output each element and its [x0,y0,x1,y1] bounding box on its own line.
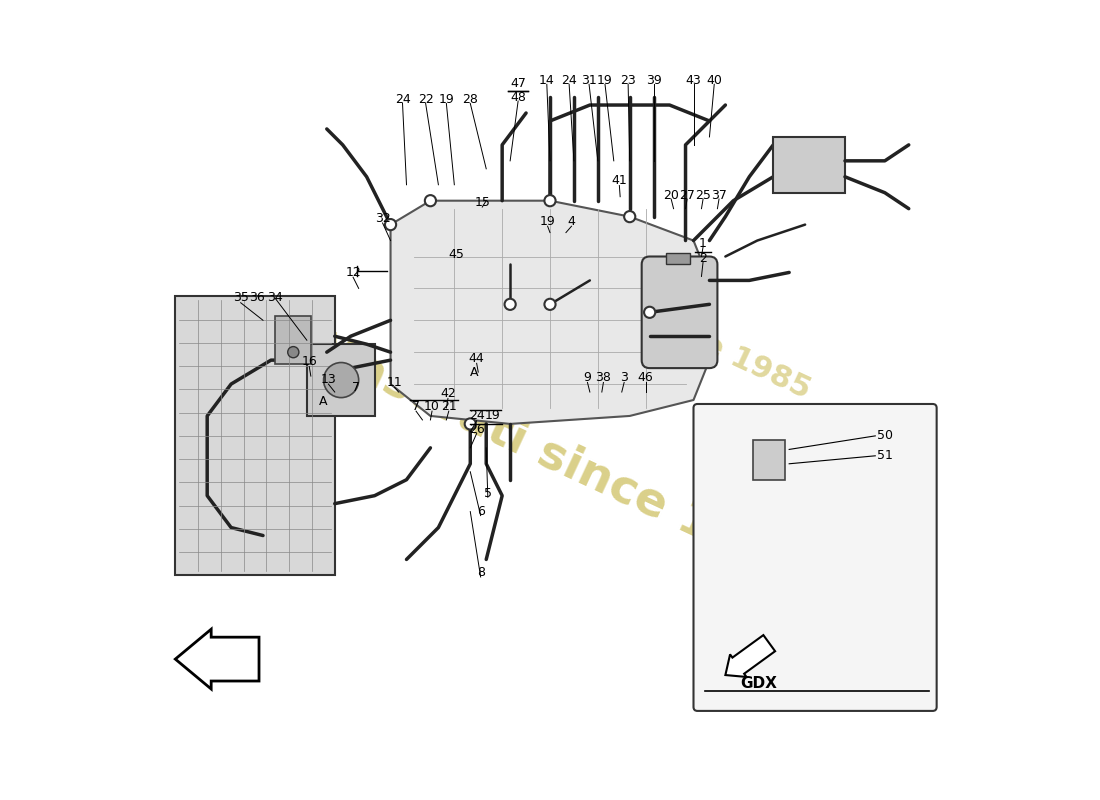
Text: 23: 23 [620,74,636,87]
Circle shape [385,219,396,230]
Text: 7: 7 [352,381,361,394]
Text: 19: 19 [540,215,556,228]
Text: since 1985: since 1985 [636,300,815,404]
Text: 4: 4 [568,215,575,228]
FancyArrow shape [725,635,775,677]
Text: 28: 28 [462,93,478,106]
Polygon shape [390,201,710,424]
Text: 6: 6 [476,505,485,518]
Circle shape [544,195,556,206]
Text: 1: 1 [700,238,707,250]
Text: 2: 2 [700,251,707,265]
Text: 44: 44 [469,352,484,365]
Circle shape [323,362,359,398]
Bar [666,253,690,265]
Text: 37: 37 [711,189,727,202]
Text: 19: 19 [439,93,454,106]
Text: 9: 9 [583,371,592,384]
Text: 34: 34 [267,291,283,305]
Circle shape [425,195,436,206]
Bar [754,440,785,480]
Text: 5: 5 [484,486,492,500]
Circle shape [645,306,656,318]
Text: 19: 19 [597,74,613,87]
Text: a Maserati since 1985: a Maserati since 1985 [260,304,808,592]
Text: 31: 31 [581,74,597,87]
Text: 25: 25 [695,189,711,202]
Text: 36: 36 [249,291,264,305]
Bar [175,296,334,575]
Text: 15: 15 [474,196,491,209]
Text: 42: 42 [440,387,455,400]
FancyArrow shape [175,630,258,689]
Circle shape [288,346,299,358]
Text: 46: 46 [638,371,653,384]
Circle shape [505,298,516,310]
Text: 11: 11 [387,376,403,389]
Text: 16: 16 [301,355,317,368]
Text: 24: 24 [469,410,484,422]
Text: 50: 50 [877,430,893,442]
FancyBboxPatch shape [693,404,937,711]
Circle shape [544,298,556,310]
Text: 8: 8 [476,566,485,579]
Text: GDX: GDX [740,676,778,691]
Text: 43: 43 [685,74,702,87]
Text: 24: 24 [561,74,578,87]
Text: 26: 26 [469,423,484,436]
Text: 32: 32 [375,212,390,225]
Text: 24: 24 [395,93,410,106]
Text: 7: 7 [412,400,420,413]
Text: 10: 10 [425,400,440,413]
Text: A: A [470,366,478,378]
Text: 13: 13 [320,373,337,386]
Text: 40: 40 [706,74,723,87]
Text: A: A [319,395,327,408]
Text: 39: 39 [646,74,661,87]
Text: 47: 47 [510,77,526,90]
Text: 35: 35 [233,291,249,305]
Text: 41: 41 [612,174,627,187]
FancyBboxPatch shape [641,257,717,368]
Text: 27: 27 [679,189,695,202]
Circle shape [624,211,636,222]
Text: 19: 19 [485,410,501,422]
Text: 51: 51 [877,450,893,462]
Text: 38: 38 [595,371,612,384]
Text: 12: 12 [345,266,361,279]
Bar [773,137,845,193]
Text: 20: 20 [663,189,679,202]
Text: 21: 21 [441,400,456,413]
Bar [307,344,375,416]
Text: 48: 48 [510,90,526,103]
Text: 14: 14 [539,74,554,87]
Text: 45: 45 [449,249,464,262]
Circle shape [464,418,476,430]
Bar [275,316,311,364]
Text: 3: 3 [620,371,628,384]
Text: 22: 22 [418,93,433,106]
